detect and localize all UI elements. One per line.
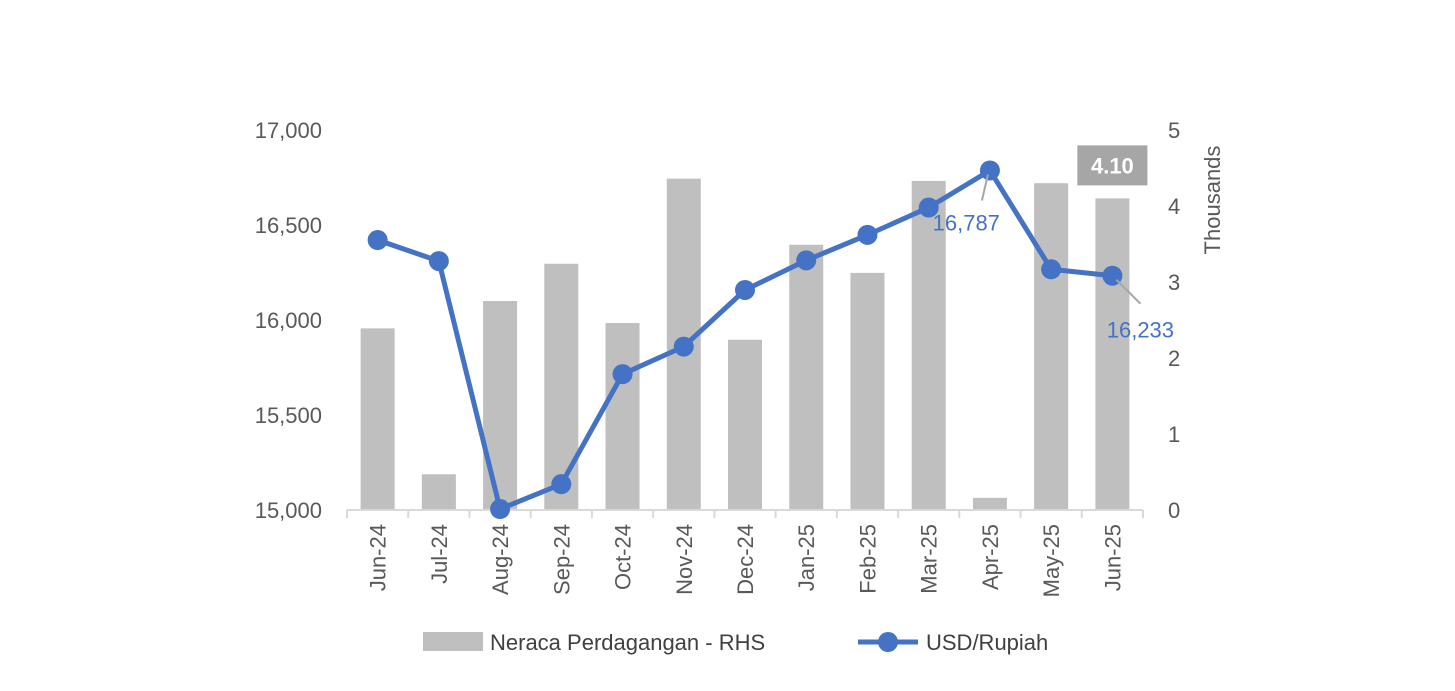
leader-line-apr-25: [980, 174, 989, 201]
bar-sep-24: [544, 263, 579, 510]
point-mar-25: [918, 197, 939, 218]
leader-line-jun-25: [1115, 279, 1142, 305]
data-label-jun-25: 16,233: [1107, 318, 1174, 343]
bar-jun-24: [360, 328, 395, 510]
x-tick-label-jul-24: Jul-24: [427, 524, 452, 584]
line-series-usd-rupiah: [367, 160, 1123, 520]
left-tick-label: 17,000: [255, 118, 322, 143]
point-sep-24: [551, 474, 572, 495]
right-tick-label: 0: [1168, 498, 1180, 523]
data-label-bar-jun-25: 4.10: [1091, 153, 1134, 178]
legend: Neraca Perdagangan - RHS USD/Rupiah: [423, 630, 1048, 655]
bar-aug-24: [483, 301, 518, 510]
bar-feb-25: [850, 272, 885, 510]
right-tick-label: 3: [1168, 270, 1180, 295]
legend-label-neraca: Neraca Perdagangan - RHS: [490, 630, 765, 655]
legend-label-usd-rupiah: USD/Rupiah: [926, 630, 1048, 655]
bar-apr-25: [972, 497, 1007, 510]
bar-oct-24: [605, 323, 640, 510]
bar-may-25: [1034, 183, 1069, 510]
right-tick-label: 5: [1168, 118, 1180, 143]
x-tick-label-jan-25: Jan-25: [794, 524, 819, 591]
legend-marker-usd-rupiah: [878, 632, 898, 652]
point-aug-24: [490, 499, 511, 520]
point-may-25: [1041, 259, 1062, 280]
annotations: 16,787 16,233 4.10: [933, 145, 1174, 343]
bar-mar-25: [911, 180, 946, 511]
x-tick-label-nov-24: Nov-24: [672, 524, 697, 595]
point-nov-24: [673, 336, 694, 357]
x-tick-label-aug-24: Aug-24: [488, 524, 513, 595]
x-tick-label-apr-25: Apr-25: [978, 524, 1003, 590]
point-dec-24: [735, 279, 755, 300]
point-jan-25: [796, 250, 817, 271]
bar-series-neraca: [360, 178, 1130, 511]
bar-jan-25: [789, 244, 824, 510]
left-tick-label: 15,000: [255, 498, 322, 523]
data-label-box-jun-25: [1077, 145, 1148, 186]
point-apr-25: [979, 160, 1000, 181]
point-jul-24: [428, 251, 449, 272]
point-oct-24: [612, 364, 633, 385]
point-feb-25: [857, 224, 878, 245]
right-tick-label: 2: [1168, 346, 1180, 371]
x-tick-label-feb-25: Feb-25: [855, 524, 880, 594]
right-axis-title: Thousands: [1200, 146, 1225, 255]
x-tick-label-dec-24: Dec-24: [733, 524, 758, 595]
axes: Jun-24 Jul-24 Aug-24 Sep-24 Oct-24 Nov-24 Dec-…: [255, 118, 1225, 597]
x-tick-label-may-25: May-25: [1039, 524, 1064, 597]
point-jun-24: [367, 230, 388, 251]
left-tick-label: 15,500: [255, 403, 322, 428]
left-tick-label: 16,500: [255, 213, 322, 238]
right-tick-label: 1: [1168, 422, 1180, 447]
bar-jul-24: [421, 474, 456, 510]
right-tick-label: 4: [1168, 194, 1180, 219]
x-tick-label-jun-24: Jun-24: [366, 524, 391, 591]
bar-dec-24: [728, 339, 762, 510]
data-label-apr-25: 16,787: [933, 210, 1000, 235]
x-tick-label-oct-24: Oct-24: [611, 524, 636, 590]
x-tick-label-sep-24: Sep-24: [549, 524, 574, 595]
legend-swatch-neraca: [423, 632, 483, 651]
left-tick-label: 16,000: [255, 308, 322, 333]
x-tick-label-jun-25: Jun-25: [1100, 524, 1125, 591]
bar-jun-25: [1095, 198, 1130, 510]
x-tick-label-mar-25: Mar-25: [917, 524, 942, 594]
